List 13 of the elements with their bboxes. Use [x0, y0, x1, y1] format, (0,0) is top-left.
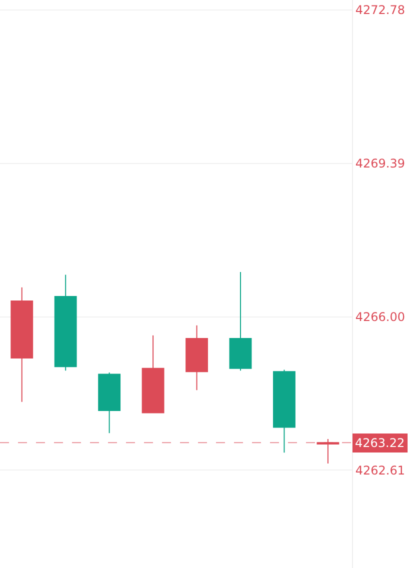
candlestick	[98, 372, 121, 434]
y-tick-label: 4262.61	[355, 463, 406, 478]
candlestick	[316, 438, 340, 464]
candlestick	[10, 286, 34, 402]
y-tick-label: 4266.00	[355, 310, 406, 324]
ref-line-label: 4263.22	[355, 436, 405, 450]
candlestick	[142, 334, 164, 414]
candlestick	[273, 369, 296, 454]
candlestick	[54, 274, 77, 372]
y-tick-label: 4272.78	[355, 3, 406, 18]
y-tick-label: 4269.39	[355, 156, 406, 171]
candlestick	[229, 272, 252, 372]
candlestick	[186, 324, 208, 391]
